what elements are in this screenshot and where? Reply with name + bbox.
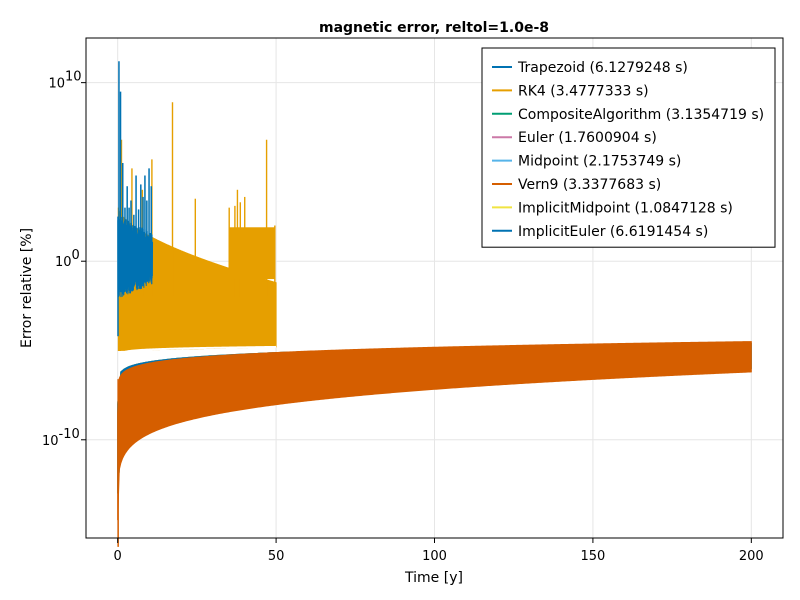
series-band-step: [228, 227, 276, 280]
y-axis-label: Error relative [%]: [19, 228, 35, 348]
y-tick-label: 10 0: [55, 248, 80, 270]
x-axis-label: Time [y]: [404, 570, 463, 586]
x-tick-label: 100: [422, 549, 447, 564]
legend-entry: Vern9 (3.3377683 s): [492, 177, 661, 193]
y-tick-label: 10 -10: [42, 427, 80, 449]
x-tick-label: 50: [268, 549, 285, 564]
legend-label: Trapezoid (6.1279248 s): [517, 60, 688, 76]
y-tick-exponent: 10: [65, 70, 82, 85]
legend-entry: Trapezoid (6.1279248 s): [492, 60, 688, 76]
y-tick-base: 10: [42, 434, 59, 449]
series-band: [117, 341, 752, 521]
y-tick-base: 10: [48, 77, 65, 92]
legend-entry: CompositeAlgorithm (3.1354719 s): [492, 107, 764, 123]
legend-label: CompositeAlgorithm (3.1354719 s): [518, 107, 764, 123]
series-line: [117, 341, 752, 547]
x-tick-label: 150: [580, 549, 605, 564]
legend-entry: RK4 (3.4777333 s): [492, 83, 649, 99]
legend-label: Midpoint (2.1753749 s): [518, 154, 681, 170]
legend-label: RK4 (3.4777333 s): [518, 83, 649, 99]
legend-entry: Euler (1.7600904 s): [492, 130, 657, 146]
legend-label: Euler (1.7600904 s): [518, 130, 657, 146]
x-ticks-layer: 0 50 100 150 200: [114, 538, 764, 564]
x-tick-label: 200: [739, 549, 764, 564]
legend-entry: ImplicitMidpoint (1.0847128 s): [492, 200, 733, 216]
legend-box: [481, 47, 776, 248]
y-tick-exponent: 0: [72, 248, 80, 263]
y-tick-label: 10 10: [48, 70, 81, 92]
legend: Trapezoid (6.1279248 s) RK4 (3.4777333 s)…: [481, 47, 776, 248]
series-layer: [117, 61, 752, 547]
y-tick-exponent: -10: [59, 427, 80, 442]
legend-entry: Midpoint (2.1753749 s): [492, 154, 681, 170]
legend-label: Vern9 (3.3377683 s): [518, 177, 661, 193]
x-tick-label: 0: [114, 549, 122, 564]
legend-label: ImplicitMidpoint (1.0847128 s): [518, 200, 733, 216]
chart-title: magnetic error, reltol=1.0e-8: [319, 20, 549, 36]
y-tick-base: 10: [55, 255, 72, 270]
series-gap: [121, 345, 277, 357]
series-line: [117, 61, 154, 337]
legend-label: ImplicitEuler (6.6191454 s): [518, 224, 708, 240]
legend-entry: ImplicitEuler (6.6191454 s): [492, 224, 708, 240]
